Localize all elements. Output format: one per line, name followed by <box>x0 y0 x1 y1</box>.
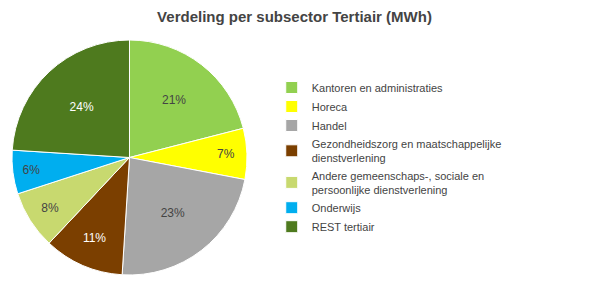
svg-text:21%: 21% <box>162 93 186 107</box>
svg-text:23%: 23% <box>161 206 185 220</box>
svg-text:REST tertiair: REST tertiair <box>312 221 375 233</box>
svg-text:Verdeling per subsector Tertia: Verdeling per subsector Tertiair (MWh) <box>157 8 432 25</box>
svg-text:Kantoren en administraties: Kantoren en administraties <box>312 82 443 94</box>
svg-text:11%: 11% <box>83 231 106 245</box>
svg-text:Horeca: Horeca <box>312 101 348 113</box>
svg-text:Andere gemeenschaps-, sociale: Andere gemeenschaps-, sociale enpersoonl… <box>312 170 484 196</box>
svg-text:Gezondheidszorg en maatschappe: Gezondheidszorg en maatschappelijkediens… <box>312 138 502 164</box>
svg-text:24%: 24% <box>70 100 94 114</box>
svg-text:8%: 8% <box>41 201 59 215</box>
svg-text:Handel: Handel <box>312 120 347 132</box>
svg-text:6%: 6% <box>22 163 40 177</box>
svg-text:Onderwijs: Onderwijs <box>312 202 361 214</box>
svg-text:7%: 7% <box>217 147 235 161</box>
